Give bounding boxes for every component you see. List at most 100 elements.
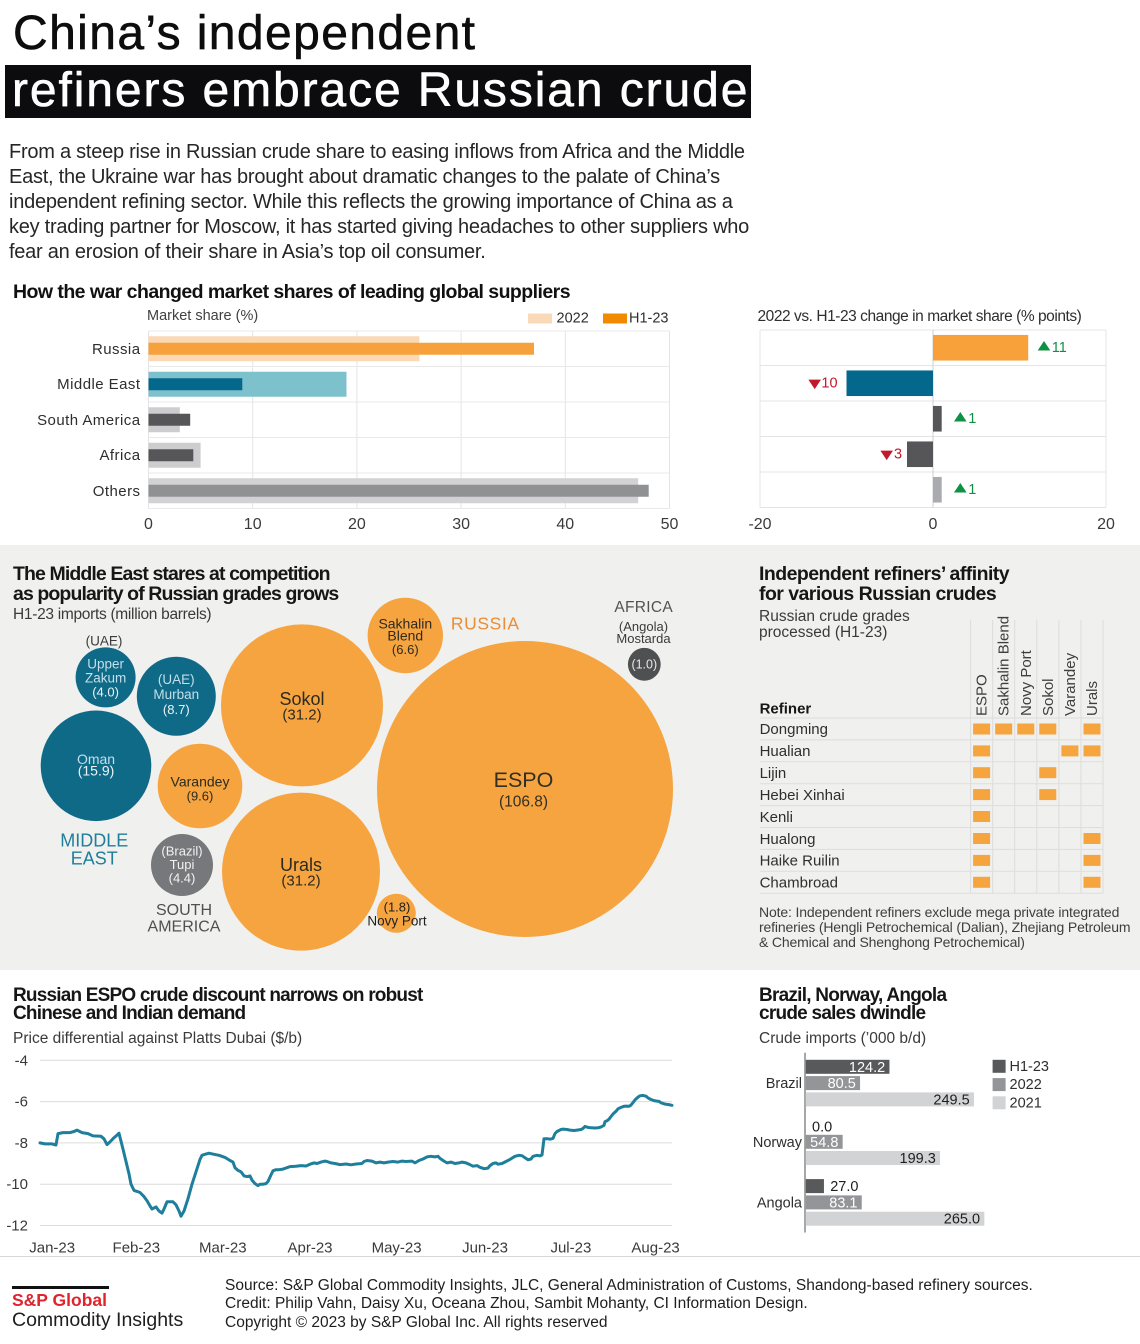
svg-text:40: 40 [556, 516, 574, 533]
svg-text:0: 0 [144, 516, 153, 533]
svg-text:Urals: Urals [1084, 681, 1101, 716]
svg-text:Refiner: Refiner [760, 701, 812, 718]
svg-text:Brazil: Brazil [766, 1076, 802, 1092]
svg-text:Feb-23: Feb-23 [113, 1240, 161, 1257]
svg-text:0: 0 [929, 516, 938, 533]
svg-text:20: 20 [348, 516, 366, 533]
svg-text:Mar-23: Mar-23 [199, 1240, 247, 1257]
svg-text:Urals: Urals [280, 855, 322, 875]
svg-text:1: 1 [968, 482, 976, 498]
svg-text:Oman: Oman [77, 751, 115, 767]
svg-text:Haike Ruilin: Haike Ruilin [760, 853, 840, 870]
svg-text:3: 3 [894, 447, 902, 463]
svg-text:(Angola): (Angola) [619, 619, 668, 634]
svg-text:Hualian: Hualian [760, 743, 811, 760]
svg-text:124.2: 124.2 [849, 1060, 885, 1076]
svg-text:South America: South America [37, 412, 141, 429]
svg-text:(6.6): (6.6) [392, 642, 419, 657]
svg-text:-12: -12 [6, 1218, 28, 1235]
svg-text:10: 10 [821, 376, 837, 392]
svg-text:Varandey: Varandey [1062, 652, 1079, 716]
svg-text:249.5: 249.5 [933, 1092, 969, 1108]
svg-text:83.1: 83.1 [829, 1195, 857, 1211]
svg-text:(Brazil): (Brazil) [161, 844, 202, 859]
svg-text:EAST: EAST [71, 848, 118, 868]
svg-text:Varandey: Varandey [171, 774, 230, 790]
svg-text:(8.7): (8.7) [163, 702, 190, 717]
svg-text:(UAE): (UAE) [86, 634, 123, 649]
svg-text:ESPO: ESPO [494, 768, 554, 792]
svg-text:Sokol: Sokol [1040, 678, 1057, 716]
svg-text:Blend: Blend [387, 628, 423, 644]
svg-text:(4.0): (4.0) [92, 685, 119, 700]
svg-text:AFRICA: AFRICA [614, 599, 673, 616]
svg-text:10: 10 [244, 516, 262, 533]
svg-text:Jan-23: Jan-23 [29, 1240, 75, 1257]
svg-text:Russia: Russia [92, 341, 141, 358]
svg-text:(31.2): (31.2) [282, 707, 321, 724]
svg-text:30: 30 [452, 516, 470, 533]
svg-text:Jul-23: Jul-23 [550, 1240, 591, 1257]
svg-text:-10: -10 [6, 1176, 28, 1193]
svg-text:(106.8): (106.8) [499, 794, 548, 811]
svg-text:-4: -4 [15, 1052, 28, 1069]
svg-text:1: 1 [968, 411, 976, 427]
svg-text:AMERICA: AMERICA [148, 918, 221, 935]
svg-text:Apr-23: Apr-23 [287, 1240, 332, 1257]
svg-text:54.8: 54.8 [810, 1135, 838, 1151]
svg-text:(1.8): (1.8) [384, 900, 411, 915]
svg-text:H1-23: H1-23 [1010, 1059, 1050, 1075]
svg-text:MIDDLE: MIDDLE [60, 830, 128, 850]
svg-text:Africa: Africa [99, 447, 140, 464]
svg-text:Upper: Upper [87, 657, 124, 672]
svg-text:Chambroad: Chambroad [760, 875, 838, 892]
svg-text:Novy Port: Novy Port [367, 914, 427, 929]
svg-text:Jun-23: Jun-23 [462, 1240, 508, 1257]
svg-text:20: 20 [1097, 516, 1115, 533]
svg-text:(1.0): (1.0) [631, 658, 657, 672]
svg-text:RUSSIA: RUSSIA [451, 613, 520, 633]
svg-text:Market share (%): Market share (%) [147, 308, 258, 324]
svg-text:Novy Port: Novy Port [1018, 649, 1035, 716]
svg-text:Kenli: Kenli [760, 809, 793, 826]
svg-text:Lijin: Lijin [760, 765, 787, 782]
svg-text:Hualong: Hualong [760, 831, 816, 848]
svg-text:11: 11 [1052, 340, 1067, 356]
svg-text:2022: 2022 [1010, 1077, 1042, 1093]
svg-text:50: 50 [661, 516, 679, 533]
svg-text:Dongming: Dongming [760, 721, 828, 738]
svg-text:265.0: 265.0 [944, 1212, 980, 1228]
svg-text:-20: -20 [748, 516, 771, 533]
svg-text:Hebei Xinhai: Hebei Xinhai [760, 787, 845, 804]
svg-text:SOUTH: SOUTH [156, 902, 212, 919]
svg-text:Sakhalin Blend: Sakhalin Blend [996, 616, 1013, 716]
svg-text:(9.6): (9.6) [187, 788, 214, 803]
svg-text:-8: -8 [15, 1135, 28, 1152]
svg-text:0.0: 0.0 [812, 1120, 832, 1136]
svg-text:80.5: 80.5 [828, 1076, 856, 1092]
svg-text:Norway: Norway [753, 1135, 803, 1151]
svg-text:Mostarda: Mostarda [616, 631, 671, 646]
svg-text:Sakhalin: Sakhalin [378, 615, 432, 631]
svg-text:May-23: May-23 [372, 1240, 422, 1257]
svg-text:199.3: 199.3 [900, 1151, 936, 1167]
svg-text:27.0: 27.0 [830, 1179, 858, 1195]
svg-text:Others: Others [93, 483, 141, 500]
svg-text:Tupi: Tupi [170, 857, 195, 872]
svg-text:Aug-23: Aug-23 [631, 1240, 679, 1257]
svg-text:2022: 2022 [557, 311, 589, 327]
svg-text:2022 vs. H1-23 change in marke: 2022 vs. H1-23 change in market share (%… [758, 308, 1082, 325]
svg-text:Sokol: Sokol [279, 689, 324, 709]
svg-text:Middle East: Middle East [57, 376, 141, 393]
svg-text:(UAE): (UAE) [158, 672, 195, 687]
svg-text:(4.4): (4.4) [169, 871, 196, 886]
svg-text:(31.2): (31.2) [281, 873, 320, 890]
svg-text:(15.9): (15.9) [78, 763, 115, 779]
svg-text:Angola: Angola [757, 1195, 803, 1211]
svg-text:2021: 2021 [1010, 1095, 1042, 1111]
svg-text:Zakum: Zakum [85, 671, 126, 686]
svg-text:ESPO: ESPO [974, 674, 991, 716]
svg-text:-6: -6 [15, 1094, 28, 1111]
svg-text:Murban: Murban [153, 687, 199, 702]
svg-text:H1-23: H1-23 [629, 311, 669, 327]
